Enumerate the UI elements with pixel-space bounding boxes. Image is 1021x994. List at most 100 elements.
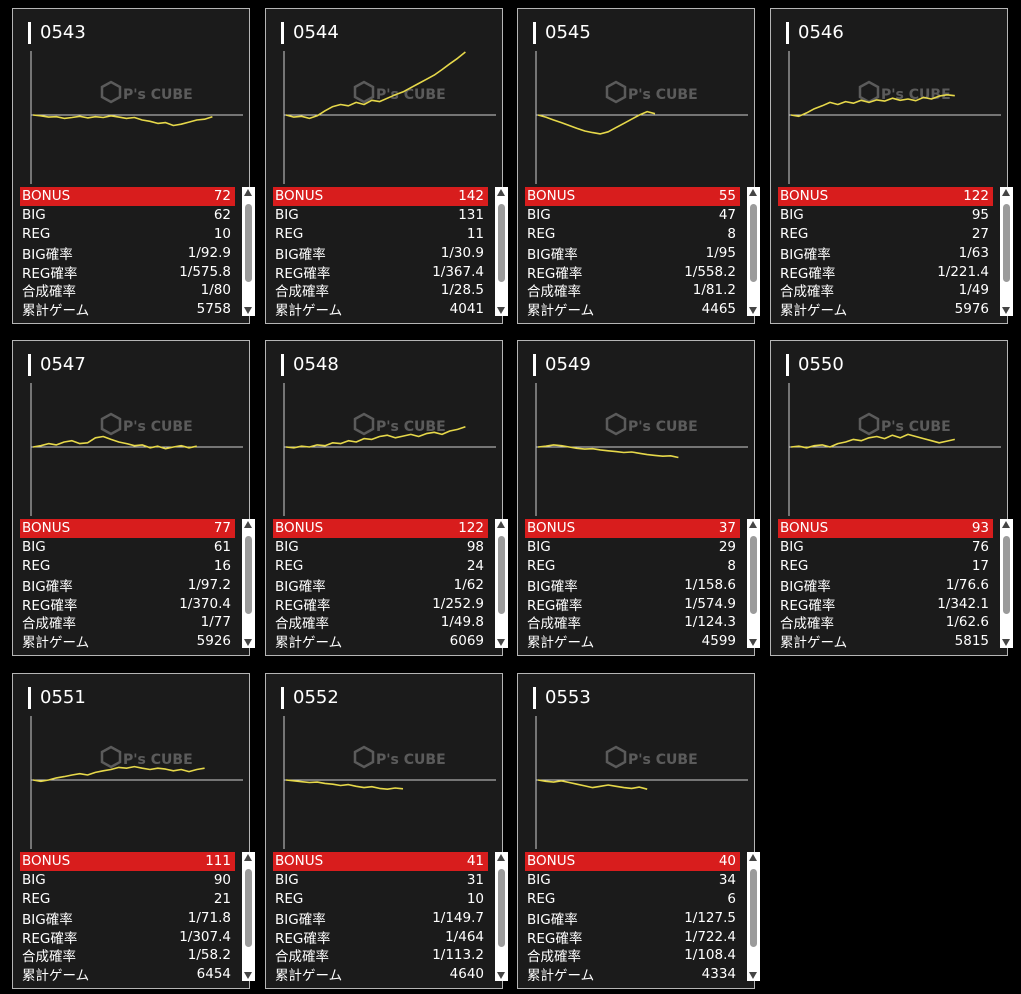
machine-card-0549[interactable]: 0549 P's CUBE BONUS 37 BIG 29 REG 8 BIG確率 1/158.6… [517,340,760,656]
scroll-thumb[interactable] [245,536,252,614]
stat-label: REG [22,557,51,574]
scroll-down-icon[interactable] [1002,639,1010,646]
machine-card-0544[interactable]: 0544 P's CUBE BONUS 142 BIG 131 REG 11 BIG確率 1/30… [265,8,508,324]
stats-scrollbar[interactable] [747,187,760,316]
machine-number: 0553 [545,687,591,708]
stat-label: REG確率 [275,597,331,614]
scroll-up-icon[interactable] [244,189,252,196]
stat-label: 合成確率 [275,949,329,966]
stats-scrollbar[interactable] [1000,519,1013,648]
machine-card-0546[interactable]: 0546 P's CUBE BONUS 122 BIG 95 REG 27 BIG確率 1/63 R… [770,8,1013,324]
scroll-down-icon[interactable] [749,307,757,314]
scroll-up-icon[interactable] [244,521,252,528]
slump-line [790,93,955,118]
scroll-thumb[interactable] [750,204,757,282]
stat-label: 累計ゲーム [22,303,90,320]
scroll-thumb[interactable] [245,204,252,282]
cube-icon: P's CUBE [353,745,446,769]
machine-card-0548[interactable]: 0548 P's CUBE BONUS 122 BIG 98 REG 24 BIG確率 1/62 R… [265,340,508,656]
machine-card-0553[interactable]: 0553 P's CUBE BONUS 40 BIG 34 REG 6 BIG確率 1/127.5… [517,673,760,989]
stat-value: 98 [466,539,484,556]
stat-label: 累計ゲーム [275,635,343,652]
stat-label: BIG [275,872,299,889]
title-accent-bar [281,354,284,376]
stats-scrollbar[interactable] [1000,187,1013,316]
stat-label: BIG確率 [275,246,326,263]
scroll-down-icon[interactable] [244,639,252,646]
scroll-up-icon[interactable] [244,854,252,861]
scroll-down-icon[interactable] [1002,307,1010,314]
stats-scrollbar[interactable] [747,519,760,648]
scroll-thumb[interactable] [498,536,505,614]
scroll-up-icon[interactable] [749,521,757,528]
stat-value: 1/127.5 [684,909,736,926]
stat-label: BIG [22,872,46,889]
stat-label: BIG確率 [275,911,326,928]
stats-table: BONUS 142 BIG 131 REG 11 BIG確率 1/30.9 REG確率 1/367… [273,187,488,319]
stat-row: BIG 47 [525,206,740,225]
stat-value: 4599 [701,633,736,650]
scroll-thumb[interactable] [1003,204,1010,282]
stat-label: BONUS [22,188,71,205]
stat-label: BONUS [275,188,324,205]
stats-scrollbar[interactable] [495,852,508,981]
stat-row: 合成確率 1/49 [778,281,993,300]
stat-value: 1/76.6 [945,576,989,593]
stat-label: 累計ゲーム [527,635,595,652]
machine-card-0543[interactable]: 0543 P's CUBE BONUS 72 BIG 62 REG 10 BIG確率 1/92.9… [12,8,255,324]
stat-value: 5758 [196,301,231,318]
stat-row: BIG確率 1/149.7 [273,908,488,928]
stat-label: BIG [22,539,46,556]
scroll-down-icon[interactable] [244,972,252,979]
stat-row: BIG 34 [525,871,740,890]
scroll-down-icon[interactable] [497,639,505,646]
scroll-thumb[interactable] [750,536,757,614]
machine-card-0550[interactable]: 0550 P's CUBE BONUS 93 BIG 76 REG 17 BIG確率 1/76.6… [770,340,1013,656]
scroll-down-icon[interactable] [497,972,505,979]
watermark-logo: P's CUBE [881,419,951,435]
scroll-thumb[interactable] [498,869,505,947]
title-accent-bar [786,354,789,376]
stat-value: 55 [718,188,736,205]
scroll-thumb[interactable] [245,869,252,947]
stat-value: 21 [213,890,231,907]
scroll-thumb[interactable] [750,869,757,947]
scroll-up-icon[interactable] [1002,189,1010,196]
stat-label: BONUS [22,520,71,537]
stat-label: BIG [527,872,551,889]
machine-card-0552[interactable]: 0552 P's CUBE BONUS 41 BIG 31 REG 10 BIG確率 1/149.… [265,673,508,989]
scroll-up-icon[interactable] [497,854,505,861]
scroll-up-icon[interactable] [497,521,505,528]
scroll-up-icon[interactable] [749,854,757,861]
stat-row: 合成確率 1/77 [20,613,235,632]
stat-row: REG 6 [525,890,740,909]
stat-value: 90 [213,872,231,889]
scroll-down-icon[interactable] [749,972,757,979]
scroll-down-icon[interactable] [244,307,252,314]
machine-card-0547[interactable]: 0547 P's CUBE BONUS 77 BIG 61 REG 16 BIG確率 1/97.2… [12,340,255,656]
stats-scrollbar[interactable] [242,852,255,981]
stat-row: BIG確率 1/76.6 [778,575,993,595]
machine-number: 0545 [545,22,591,43]
machine-card-0551[interactable]: 0551 P's CUBE BONUS 111 BIG 90 REG 21 BIG確率 1/71.… [12,673,255,989]
stats-scrollbar[interactable] [242,187,255,316]
watermark-logo: P's CUBE [628,752,698,768]
cube-icon: P's CUBE [100,80,193,104]
cube-icon: P's CUBE [605,412,698,436]
stat-value: 6069 [449,633,484,650]
stats-scrollbar[interactable] [495,187,508,316]
scroll-thumb[interactable] [498,204,505,282]
stats-scrollbar[interactable] [242,519,255,648]
machine-card-0545[interactable]: 0545 P's CUBE BONUS 55 BIG 47 REG 8 BIG確率 1/95 REG… [517,8,760,324]
stats-scrollbar[interactable] [747,852,760,981]
scroll-down-icon[interactable] [749,639,757,646]
title-accent-bar [28,22,31,44]
scroll-up-icon[interactable] [749,189,757,196]
stat-value: 1/307.4 [179,928,231,945]
scroll-up-icon[interactable] [1002,521,1010,528]
scroll-thumb[interactable] [1003,536,1010,614]
stats-scrollbar[interactable] [495,519,508,648]
scroll-down-icon[interactable] [497,307,505,314]
scroll-up-icon[interactable] [497,189,505,196]
stat-label: 合成確率 [527,616,581,633]
